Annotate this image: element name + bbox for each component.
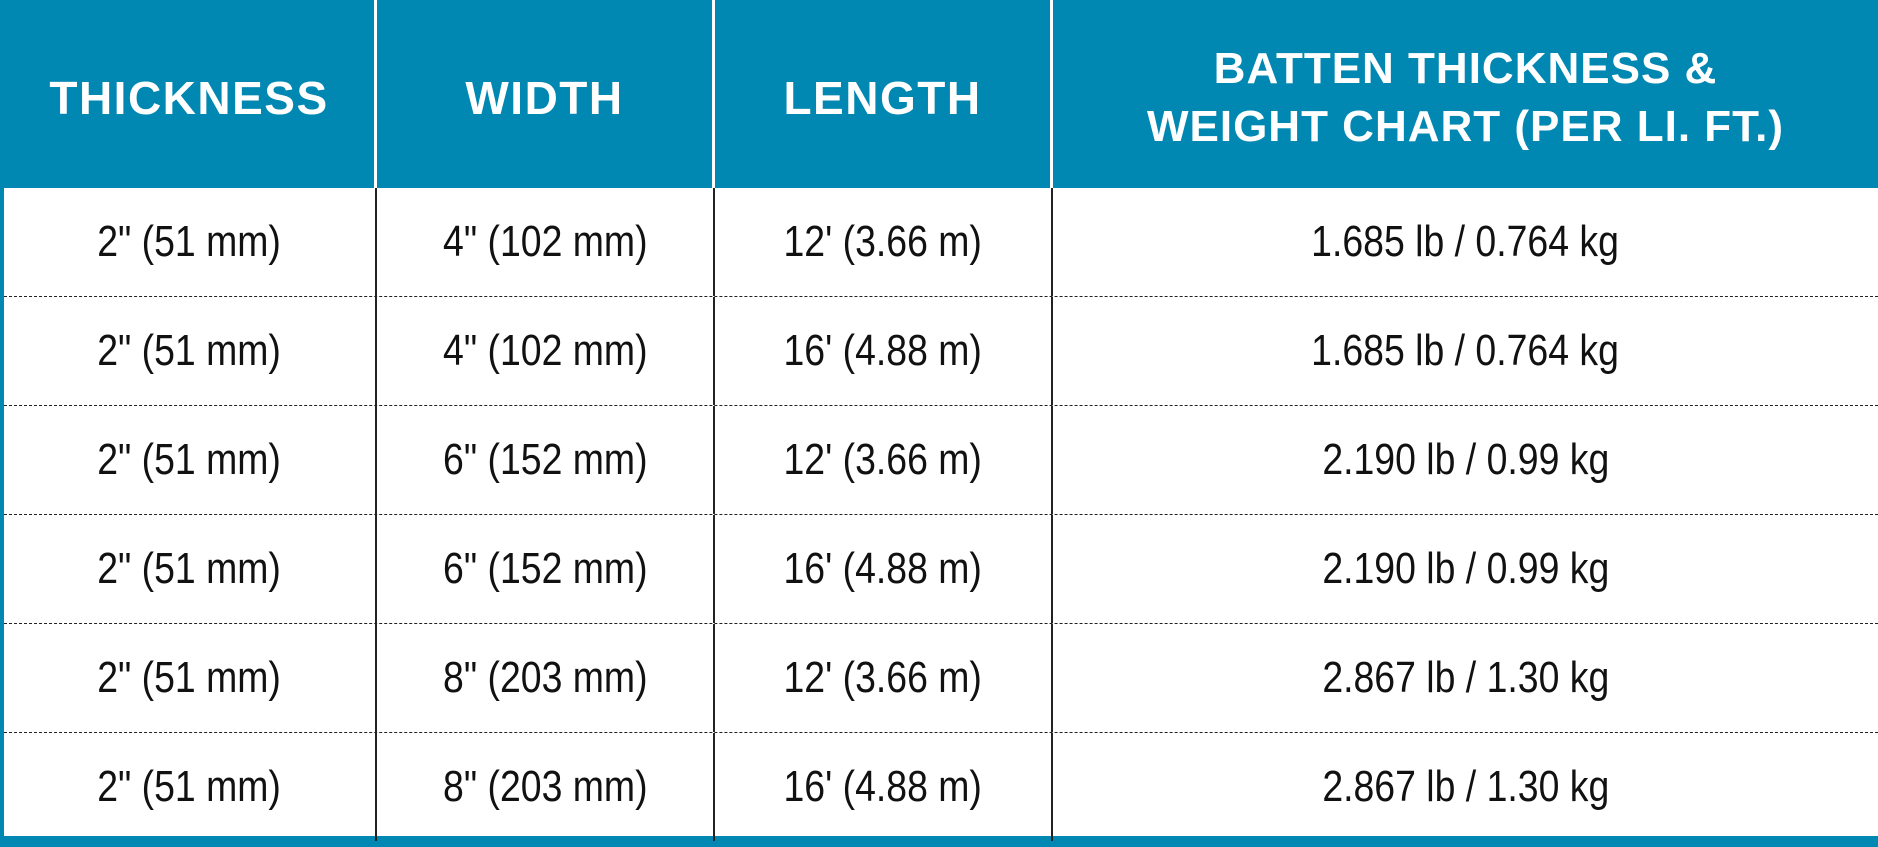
table-cell: 12' (3.66 m) <box>715 188 1053 296</box>
table-cell: 4" (102 mm) <box>377 188 715 296</box>
table-cell: 2" (51 mm) <box>4 733 377 841</box>
table-row: 2" (51 mm) 6" (152 mm) 16' (4.88 m) 2.190 l… <box>4 514 1878 623</box>
cell-text: 1.685 lb / 0.764 kg <box>1311 326 1620 375</box>
header-text: THICKNESS <box>49 72 329 124</box>
table-cell: 2.867 lb / 1.30 kg <box>1053 624 1878 732</box>
cell-text: 16' (4.88 m) <box>783 544 983 593</box>
header-cell: LENGTH <box>715 0 1053 188</box>
table-cell: 16' (4.88 m) <box>715 297 1053 405</box>
table-cell: 2.190 lb / 0.99 kg <box>1053 515 1878 623</box>
table-cell: 2" (51 mm) <box>4 515 377 623</box>
table-cell: 1.685 lb / 0.764 kg <box>1053 297 1878 405</box>
cell-text: 12' (3.66 m) <box>783 653 983 702</box>
table-row: 2" (51 mm) 6" (152 mm) 12' (3.66 m) 2.190 l… <box>4 405 1878 514</box>
header-cell: WIDTH <box>377 0 715 188</box>
header-text: BATTEN THICKNESS & <box>1213 44 1718 93</box>
cell-text: 6" (152 mm) <box>442 544 648 593</box>
table-cell: 8" (203 mm) <box>377 733 715 841</box>
cell-text: 2" (51 mm) <box>97 435 282 484</box>
cell-text: 8" (203 mm) <box>442 653 648 702</box>
cell-text: 16' (4.88 m) <box>783 326 983 375</box>
table-cell: 16' (4.88 m) <box>715 733 1053 841</box>
cell-text: 16' (4.88 m) <box>783 762 983 811</box>
table-cell: 6" (152 mm) <box>377 515 715 623</box>
cell-text: 2.190 lb / 0.99 kg <box>1322 544 1609 593</box>
cell-text: 2" (51 mm) <box>97 217 282 266</box>
table-cell: 2" (51 mm) <box>4 297 377 405</box>
cell-text: 12' (3.66 m) <box>783 217 983 266</box>
cell-text: 4" (102 mm) <box>442 326 648 375</box>
table-cell: 2" (51 mm) <box>4 406 377 514</box>
table-row: 2" (51 mm) 4" (102 mm) 16' (4.88 m) 1.685 l… <box>4 296 1878 405</box>
header-cell: THICKNESS <box>4 0 377 188</box>
cell-text: 12' (3.66 m) <box>783 435 983 484</box>
cell-text: 2" (51 mm) <box>97 762 282 811</box>
table-row: 2" (51 mm) 8" (203 mm) 12' (3.66 m) 2.867 l… <box>4 623 1878 732</box>
header-text: LENGTH <box>783 72 982 124</box>
table-header: THICKNESS WIDTH LENGTH BATTEN THICKNESS & WE… <box>4 0 1878 188</box>
table-cell: 12' (3.66 m) <box>715 406 1053 514</box>
table-cell: 4" (102 mm) <box>377 297 715 405</box>
table-row: 2" (51 mm) 8" (203 mm) 16' (4.88 m) 2.867 l… <box>4 732 1878 841</box>
cell-text: 2.867 lb / 1.30 kg <box>1322 762 1609 811</box>
header-text: WIDTH <box>465 72 624 124</box>
table-cell: 16' (4.88 m) <box>715 515 1053 623</box>
header-text: WEIGHT CHART (PER LI. FT.) <box>1146 102 1785 151</box>
table-row: 2" (51 mm) 4" (102 mm) 12' (3.66 m) 1.685 l… <box>4 188 1878 296</box>
cell-text: 8" (203 mm) <box>442 762 648 811</box>
table-cell: 8" (203 mm) <box>377 624 715 732</box>
table-cell: 2" (51 mm) <box>4 188 377 296</box>
table-cell: 2" (51 mm) <box>4 624 377 732</box>
table-cell: 2.190 lb / 0.99 kg <box>1053 406 1878 514</box>
cell-text: 2.867 lb / 1.30 kg <box>1322 653 1609 702</box>
cell-text: 4" (102 mm) <box>442 217 648 266</box>
cell-text: 2" (51 mm) <box>97 326 282 375</box>
cell-text: 2" (51 mm) <box>97 544 282 593</box>
table-cell: 1.685 lb / 0.764 kg <box>1053 188 1878 296</box>
cell-text: 1.685 lb / 0.764 kg <box>1311 217 1620 266</box>
table-cell: 6" (152 mm) <box>377 406 715 514</box>
header-cell: BATTEN THICKNESS & WEIGHT CHART (PER LI. … <box>1053 0 1878 188</box>
table-body: 2" (51 mm) 4" (102 mm) 12' (3.66 m) 1.685 l… <box>4 188 1878 841</box>
cell-text: 2" (51 mm) <box>97 653 282 702</box>
table-cell: 2.867 lb / 1.30 kg <box>1053 733 1878 841</box>
cell-text: 2.190 lb / 0.99 kg <box>1322 435 1609 484</box>
table-cell: 12' (3.66 m) <box>715 624 1053 732</box>
cell-text: 6" (152 mm) <box>442 435 648 484</box>
